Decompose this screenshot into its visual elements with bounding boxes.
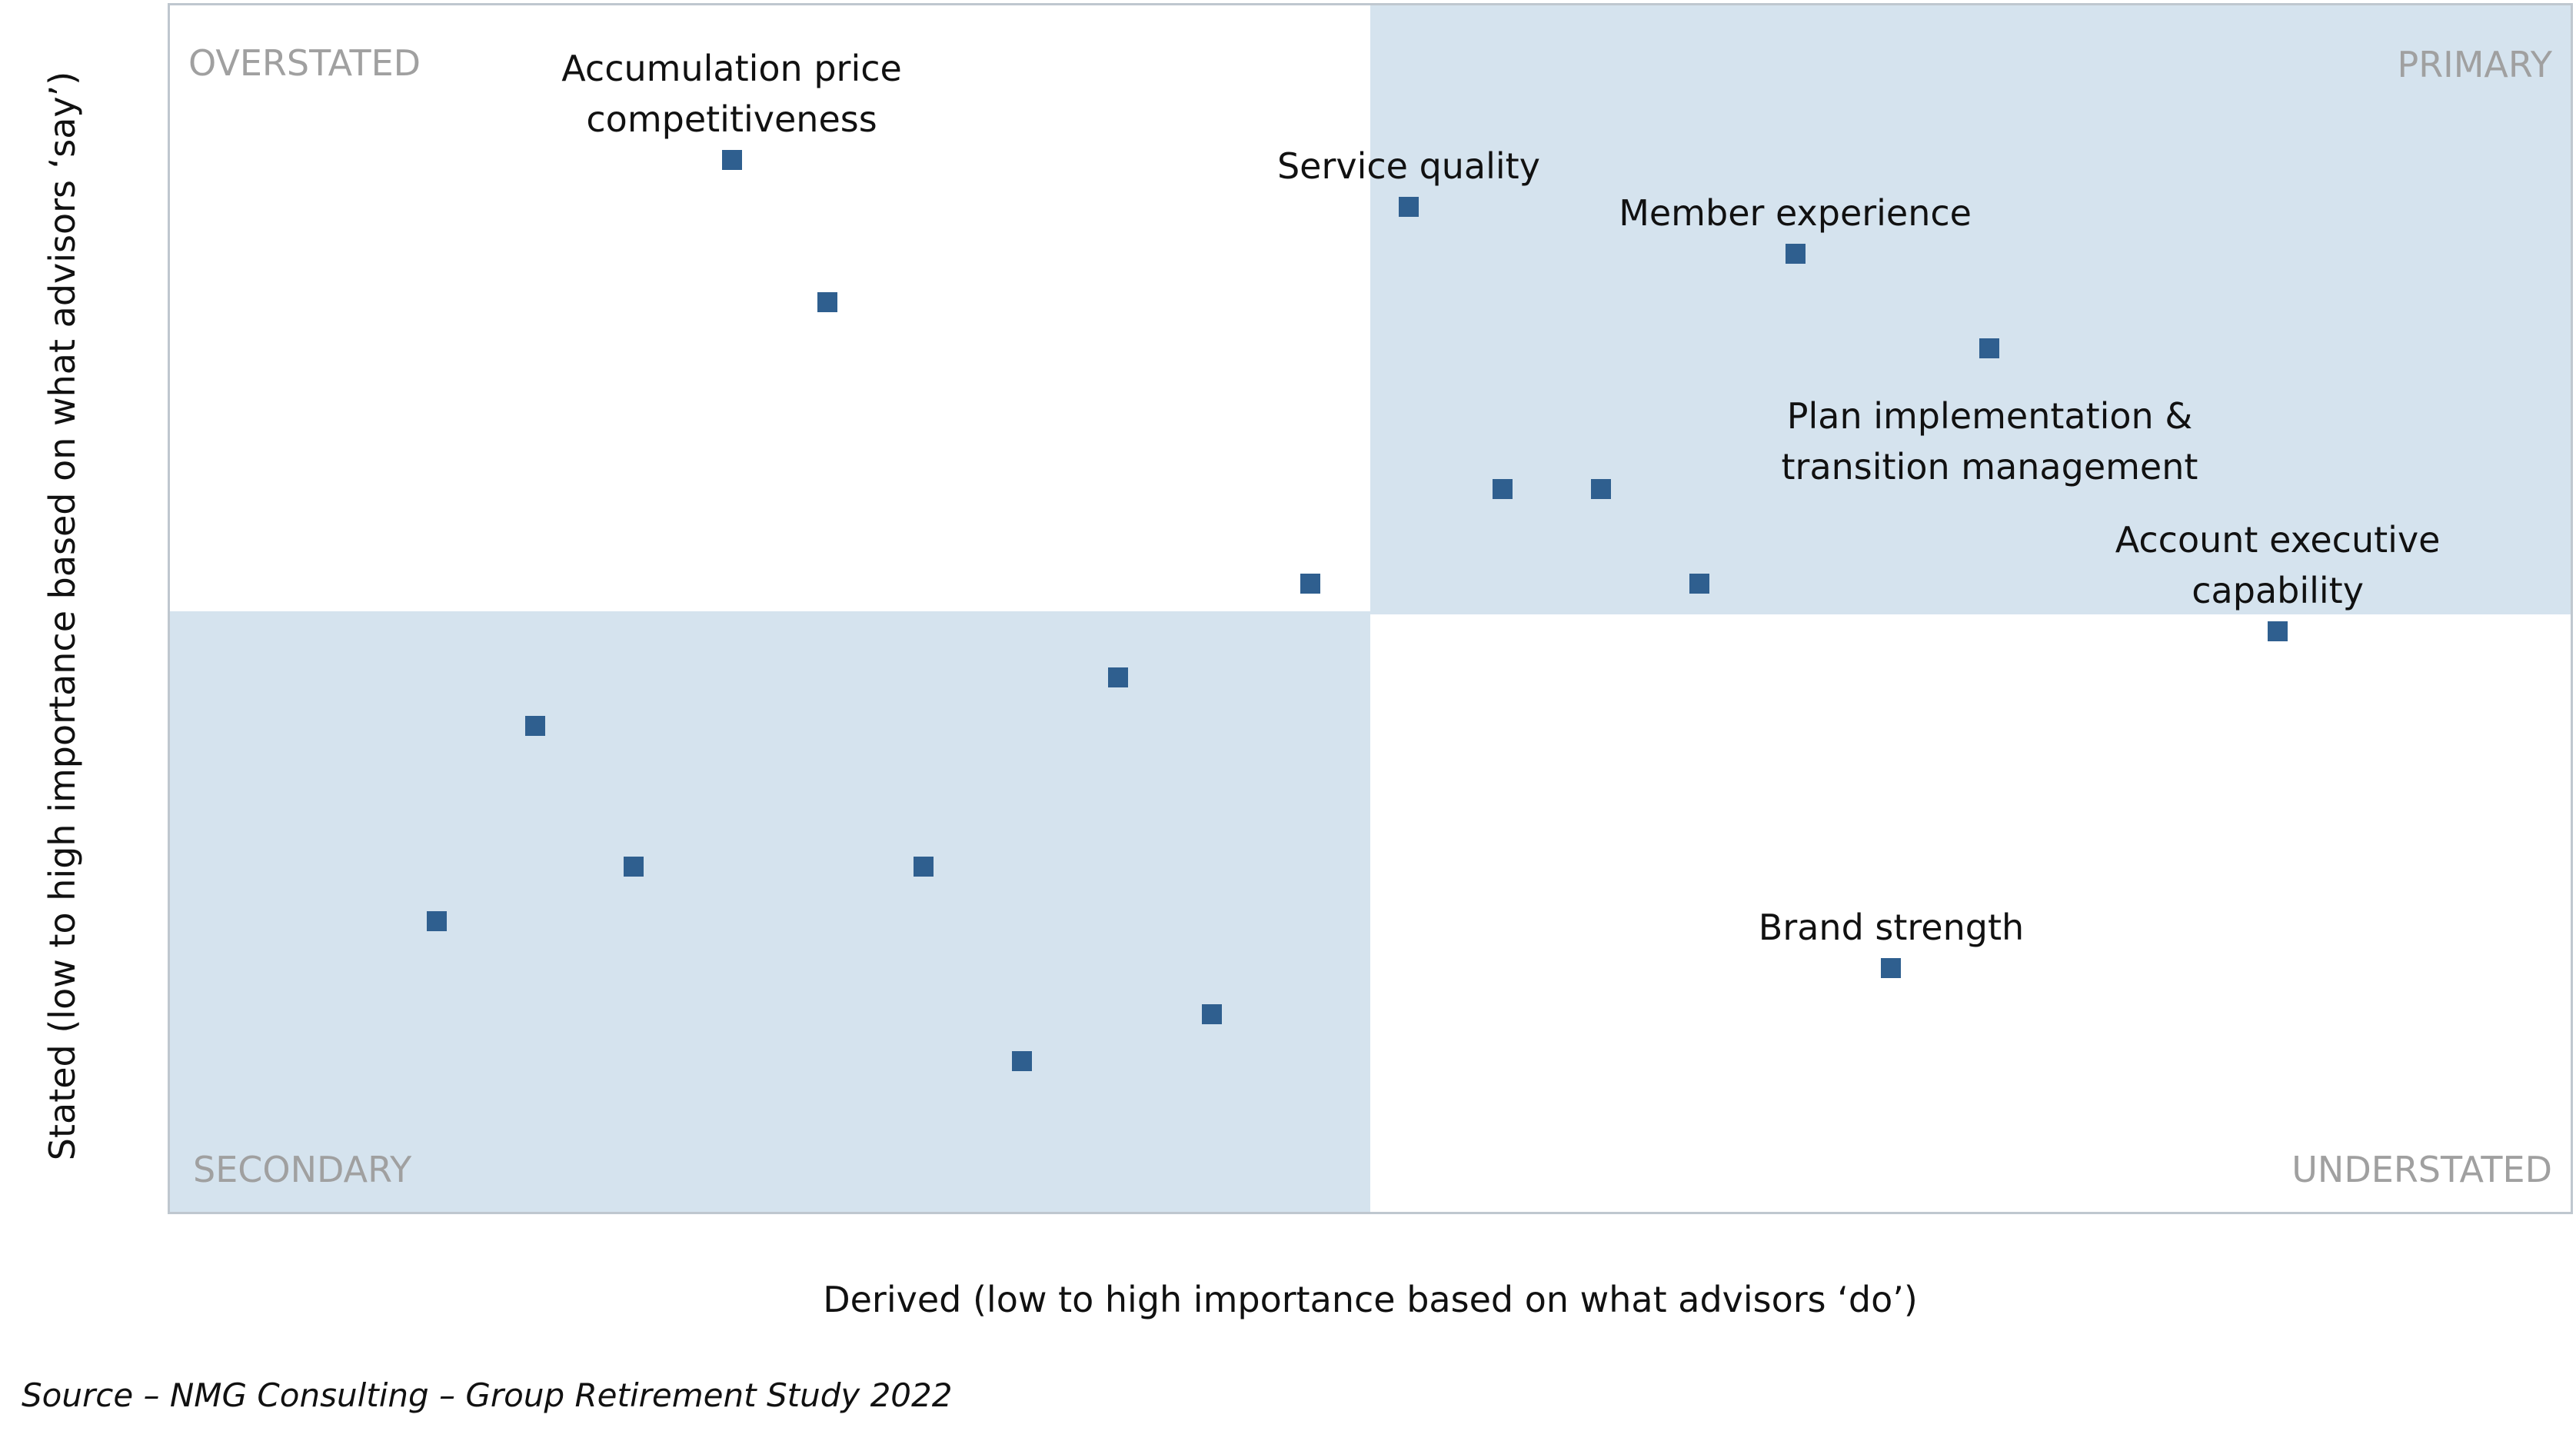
marker [1492, 479, 1513, 500]
quadrant-label: PRIMARY [2397, 44, 2552, 85]
x-axis-title: Derived (low to high importance based on… [823, 1279, 1918, 1320]
marker [1979, 338, 2000, 358]
point-label: Service quality [1276, 145, 1540, 188]
source-note: Source – NMG Consulting – Group Retireme… [22, 1376, 953, 1414]
marker [914, 857, 934, 877]
y-axis-title: Stated (low to high importance based on … [42, 71, 83, 1161]
marker [1590, 479, 1611, 500]
marker [817, 291, 838, 312]
marker [524, 715, 545, 736]
marker [1108, 667, 1129, 687]
point-label: Brand strength [1758, 907, 2025, 949]
point-label: Member experience [1619, 192, 1972, 235]
plot-area: OVERSTATED PRIMARY SECONDARY UNDERSTATED… [168, 3, 2573, 1214]
marker [2268, 621, 2288, 642]
marker [1201, 1003, 1222, 1024]
marker [721, 149, 742, 170]
marker [1300, 573, 1320, 594]
point-label: Accumulation price competitiveness [561, 47, 902, 140]
quadrant-label: UNDERSTATED [2291, 1149, 2552, 1190]
quadrant-label: SECONDARY [193, 1149, 412, 1190]
marker [623, 857, 644, 877]
marker [1689, 573, 1709, 594]
marker [1012, 1050, 1033, 1071]
quadrant-secondary [170, 611, 1370, 1212]
marker [426, 910, 447, 931]
quadrant-label: OVERSTATED [188, 42, 421, 84]
point-label: Account executive capability [2115, 519, 2441, 612]
marker [1881, 958, 1902, 979]
point-label: Plan implementation & transition managem… [1781, 394, 2198, 488]
marker [1398, 197, 1419, 218]
quadrant-primary [1370, 5, 2571, 615]
marker [1785, 244, 1806, 265]
